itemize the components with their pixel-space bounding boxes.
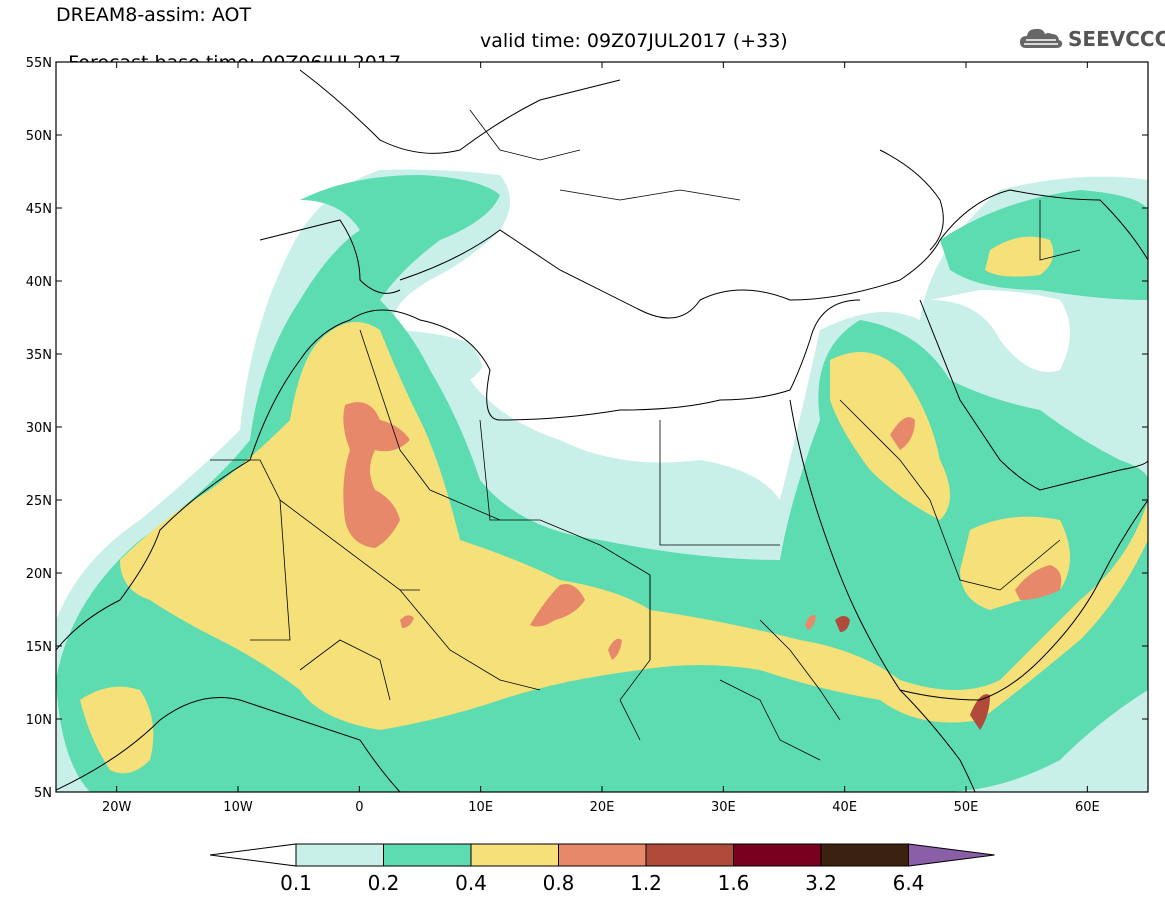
- lat-label: 10N: [26, 713, 52, 728]
- colorbar-level-label: 0.4: [455, 871, 487, 895]
- colorbar-level-label: 0.8: [543, 871, 575, 895]
- colorbar-level-label: 1.6: [718, 871, 750, 895]
- lat-label: 5N: [34, 786, 52, 801]
- colorbar-box: [645, 843, 734, 867]
- lon-label: 50E: [954, 800, 979, 815]
- lat-label: 35N: [26, 348, 52, 363]
- lat-label: 55N: [26, 56, 52, 71]
- lon-label: 20E: [590, 800, 615, 815]
- lat-label: 50N: [26, 129, 52, 144]
- colorbar-box: [820, 843, 909, 867]
- lon-label: 10E: [468, 800, 493, 815]
- colorbar-labels: 0.1 0.2 0.4 0.8 1.2 1.6 3.2 6.4: [280, 871, 924, 895]
- aot-contours: [56, 169, 1148, 792]
- lat-label: 30N: [26, 421, 52, 436]
- lat-label: 15N: [26, 640, 52, 655]
- model-title: DREAM8-assim: AOT: [56, 4, 252, 26]
- lat-label: 25N: [26, 494, 52, 509]
- lat-label: 45N: [26, 202, 52, 217]
- colorbar-box: [470, 843, 559, 867]
- longitude-ticks: 20W 10W 0 10E 20E 30E 40E 50E 60E: [102, 62, 1100, 815]
- colorbar-box: [295, 843, 384, 867]
- lon-label: 60E: [1075, 800, 1100, 815]
- seevccc-logo: SEEVCCC: [1018, 24, 1165, 54]
- colorbar-level-label: 1.2: [630, 871, 662, 895]
- lon-label: 10W: [223, 800, 253, 815]
- cloud-icon: [1020, 28, 1063, 48]
- colorbar-level-label: 3.2: [805, 871, 837, 895]
- colorbar-boxes: [209, 843, 995, 867]
- colorbar-level-label: 0.2: [368, 871, 400, 895]
- country-borders: [210, 109, 1081, 761]
- colorbar-level-label: 0.1: [280, 871, 312, 895]
- lon-label: 0: [355, 800, 363, 815]
- colorbar-box: [383, 843, 472, 867]
- valid-time: valid time: 09Z07JUL2017 (+33): [480, 30, 788, 52]
- lon-label: 30E: [711, 800, 736, 815]
- lat-label: 40N: [26, 275, 52, 290]
- latitude-ticks: 55N 50N 45N 40N 35N 30N 25N 20N 15N 10N 5N: [26, 56, 1148, 801]
- logo-text: SEEVCCC: [1068, 27, 1165, 51]
- colorbar-level-label: 6.4: [893, 871, 925, 895]
- colorbar-lower-arrow: [209, 843, 297, 867]
- lon-label: 40E: [832, 800, 857, 815]
- colorbar-box: [558, 843, 647, 867]
- lon-label: 20W: [102, 800, 132, 815]
- lat-label: 20N: [26, 567, 52, 582]
- coastlines: [56, 69, 1148, 792]
- colorbar-upper-arrow: [908, 843, 995, 867]
- colorbar-box: [733, 843, 822, 867]
